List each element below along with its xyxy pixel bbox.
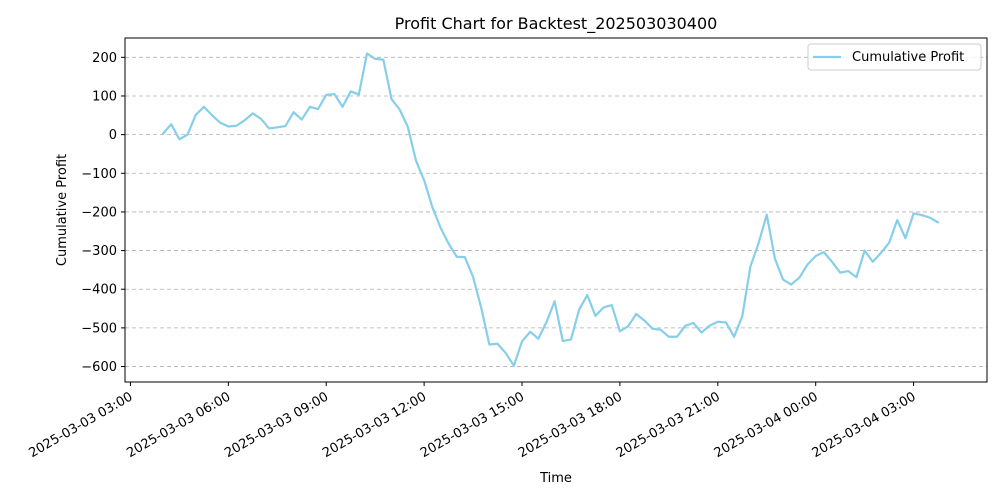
y-tick-label: 0 bbox=[109, 128, 117, 143]
y-tick-label: −600 bbox=[81, 360, 117, 375]
legend-label: Cumulative Profit bbox=[852, 50, 964, 65]
legend-box bbox=[807, 43, 982, 71]
y-tick-label: −500 bbox=[81, 321, 117, 336]
y-tick-label: −300 bbox=[81, 244, 117, 259]
y-tick-label: −100 bbox=[81, 167, 117, 182]
y-axis: 200 100 0 −100 −200 −300 −400 −500 −600 bbox=[81, 51, 125, 375]
grid-lines bbox=[125, 56, 987, 367]
legend: Cumulative Profit bbox=[807, 43, 982, 71]
y-tick-label: −200 bbox=[81, 205, 117, 220]
y-axis-title: Cumulative Profit bbox=[55, 154, 70, 266]
chart-title: Profit Chart for Backtest_202503030400 bbox=[395, 14, 718, 34]
y-tick-label: 100 bbox=[92, 89, 117, 104]
series-layer bbox=[161, 52, 940, 367]
x-axis-title: Time bbox=[539, 471, 572, 486]
y-tick-label: −400 bbox=[81, 283, 117, 298]
y-tick-label: 200 bbox=[92, 51, 117, 66]
series-line-cumulative-profit bbox=[161, 52, 940, 367]
plot-frame bbox=[124, 37, 988, 383]
